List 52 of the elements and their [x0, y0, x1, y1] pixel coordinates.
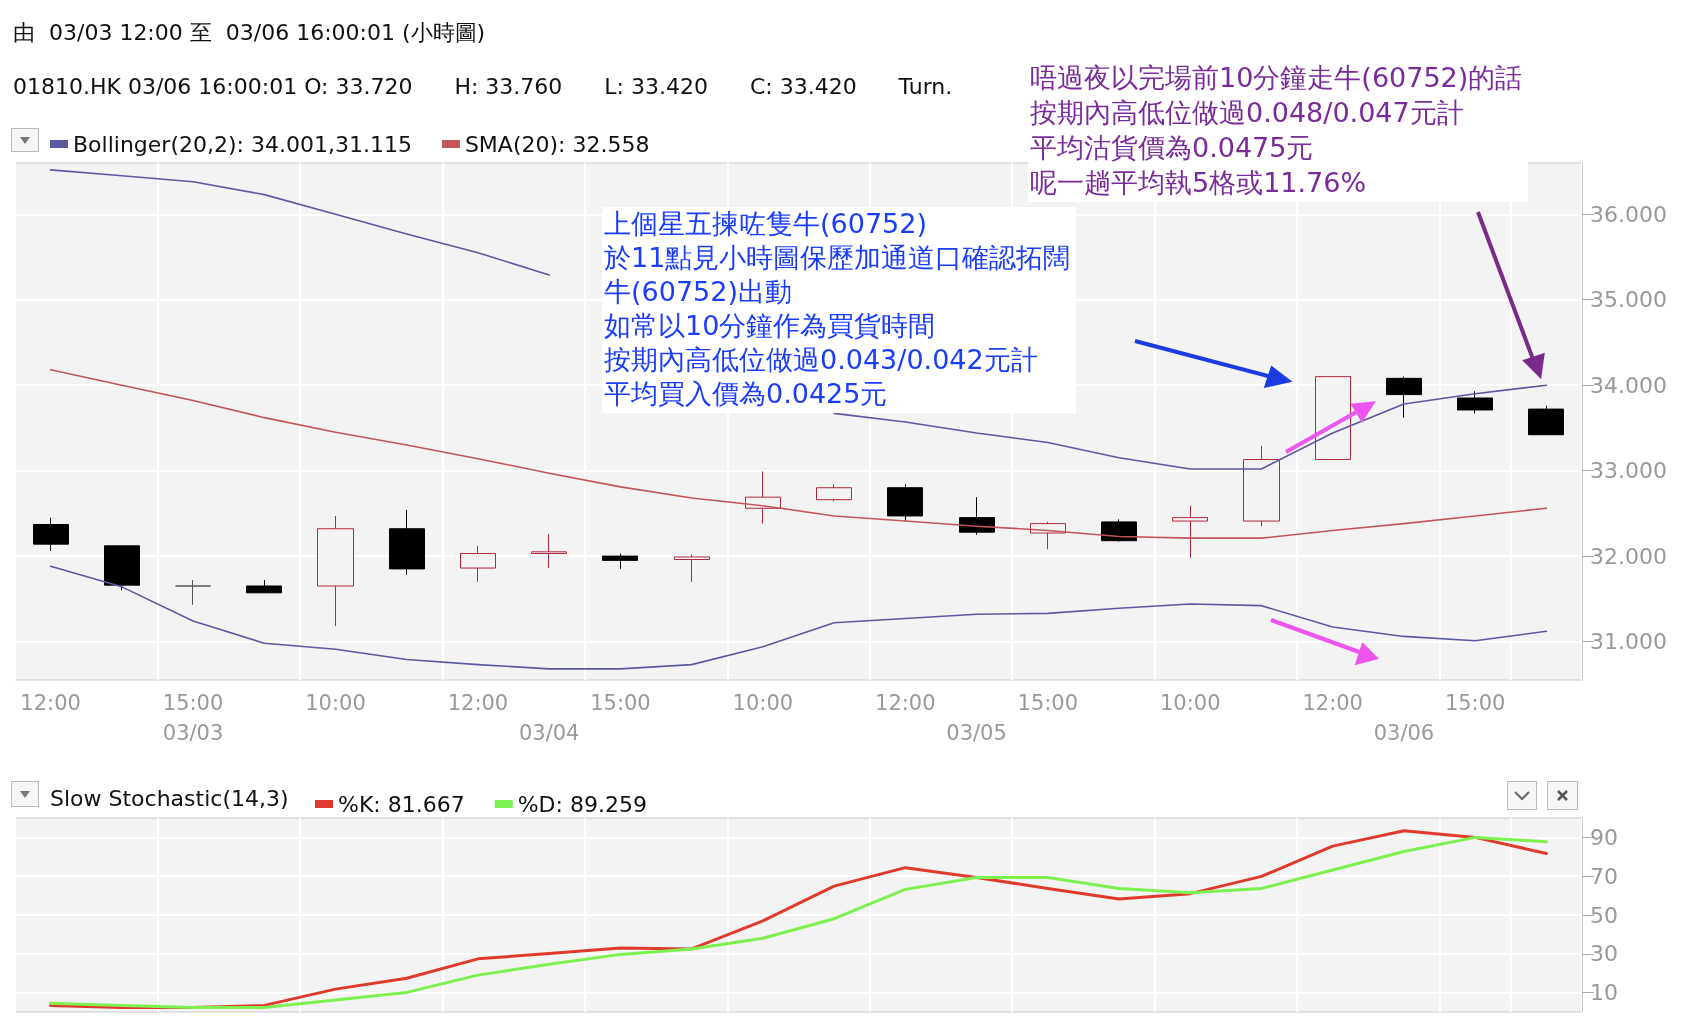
candlestick [33, 517, 69, 552]
legend-label: %K: 81.667 [338, 791, 465, 817]
candlestick [104, 545, 140, 591]
legend-label: SMA(20): 32.558 [464, 131, 650, 157]
annotation: 如常以10分鐘作為買貨時間 [604, 309, 937, 343]
candlestick [887, 483, 923, 522]
legend-label: %D: 89.259 [517, 791, 647, 817]
candlestick [1457, 390, 1493, 414]
x-tick-label: 12:00 [1302, 691, 1363, 715]
candlestick [175, 579, 211, 606]
chart-title: Slow Stochastic(14,3) [50, 785, 289, 811]
y-tick-label: 70 [1590, 863, 1618, 889]
y-tick-label: 90 [1590, 824, 1618, 850]
annotation: 牛(60752)出動 [604, 275, 793, 309]
candlestick [246, 579, 282, 594]
annotation: 按期內高低位做過0.043/0.042元計 [604, 343, 1039, 377]
x-tick-label: 03/05 [946, 721, 1007, 745]
x-tick-label: 10:00 [732, 691, 794, 715]
annotation: 於11點見小時圖保歷加通道口確認拓闊 [604, 241, 1071, 275]
y-tick-label: 30 [1590, 941, 1618, 967]
x-tick-label: 15:00 [1017, 691, 1079, 715]
line-series [49, 565, 1548, 670]
candlestick [1101, 518, 1137, 543]
candlestick [1528, 405, 1564, 436]
x-tick-label: 12:00 [875, 691, 936, 715]
x-tick-label: 03/06 [1373, 721, 1435, 745]
chart-title: 由 03/03 12:00 至 03/06 16:00:01 (小時圖) [13, 19, 486, 45]
candlestick [602, 553, 638, 570]
candlestick [816, 483, 852, 502]
x-tick-label: 12:00 [20, 691, 81, 715]
x-tick-label: 10:00 [305, 691, 366, 715]
x-tick-label: 15:00 [590, 691, 651, 715]
y-tick-label: 35.000 [1590, 287, 1667, 313]
chart-subtitle: 01810.HK 03/06 16:00:01 O: 33.720 H: 33.760 L: 33.420 C: 33.420 Turn. [13, 73, 953, 99]
x-tick-label: 15:00 03/03 [162, 691, 224, 745]
y-tick-label: 36.000 [1590, 201, 1667, 227]
annotation: 上個星五揀咗隻牛(60752) [604, 207, 928, 241]
y-tick-label: 10 [1590, 980, 1618, 1006]
x-tick-label: 10:00 [1159, 691, 1221, 715]
candlestick [389, 509, 425, 576]
y-tick-label: 50 [1590, 902, 1618, 928]
annotation: 呢一趟平均執5格或11.76% [1030, 166, 1368, 200]
x-tick-label: 03/04 [518, 721, 580, 745]
y-tick-label: 33.000 [1590, 458, 1667, 484]
y-tick-label: 32.000 [1590, 543, 1667, 569]
legend-label: Bollinger(20,2): 34.001,31.115 [73, 131, 412, 157]
x-tick-label: 15:00 [1444, 691, 1506, 715]
y-tick-label: 34.000 [1590, 372, 1667, 398]
x-tick-label: 12:00 [447, 691, 509, 715]
y-tick-label: 31.000 [1590, 629, 1667, 655]
annotation: 平均買入價為0.0425元 [604, 377, 889, 411]
candlestick [1386, 376, 1422, 419]
